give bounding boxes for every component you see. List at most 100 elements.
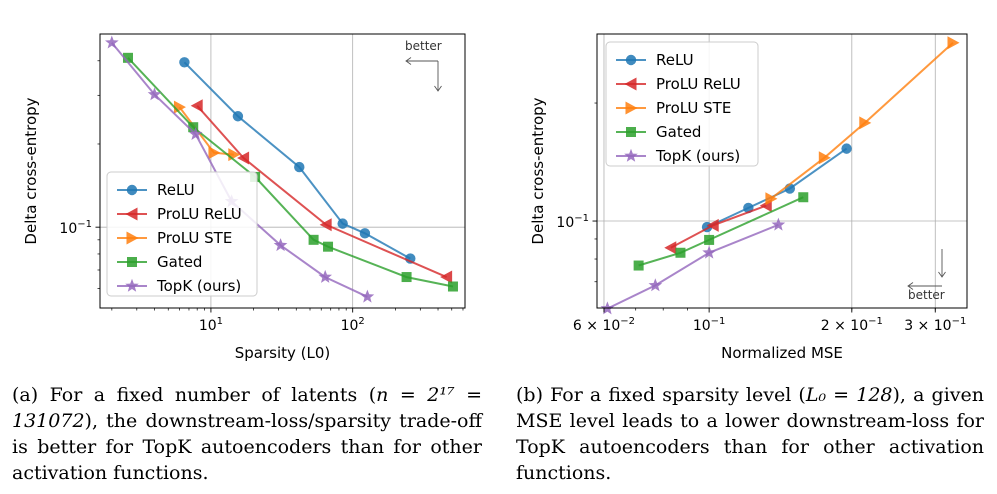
legend-label-relu: ReLU: [656, 51, 694, 69]
data-point-relu: [179, 57, 190, 68]
data-point-prolu_relu: [440, 270, 453, 284]
data-point-gated: [447, 281, 458, 292]
legend-label-topk: TopK (ours): [655, 147, 740, 165]
series-topk: [600, 217, 786, 315]
left-arrow-head-icon: [907, 282, 914, 290]
series-line-prolu_ste: [178, 106, 234, 156]
data-point-prolu_relu: [664, 241, 677, 255]
caption-b: (b) For a fixed sparsity level (L₀ = 128…: [516, 382, 984, 486]
legend-label-gated: Gated: [656, 123, 701, 141]
data-point-gated: [633, 260, 644, 271]
plot-frame: [99, 33, 466, 309]
x-tick-label: 3 × 10−1: [904, 316, 966, 334]
legend-marker-topk: [624, 148, 638, 162]
better-annotation: better: [907, 249, 946, 302]
data-point-prolu_ste: [208, 146, 221, 160]
data-point-gated: [675, 247, 686, 258]
legend-marker-relu: [625, 54, 637, 66]
legend: ReLU ProLU ReLU ProLU STE Gated TopK (ours): [605, 41, 759, 167]
better-label: better: [908, 288, 945, 302]
data-point-topk: [105, 35, 119, 49]
legend-marker-gated: [127, 257, 137, 267]
y-axis-label: Delta cross-entropy: [22, 97, 40, 244]
series-relu: [179, 57, 416, 264]
legend-marker-gated: [626, 127, 636, 137]
legend-marker-topk: [125, 278, 139, 292]
caption-a-suffix: ), the downstream-loss/sparsity trade-of…: [12, 410, 482, 484]
y-axis-label: Delta cross-entropy: [529, 97, 547, 244]
data-point-gated: [188, 122, 199, 133]
data-point-gated: [122, 52, 133, 63]
left-arrow-head-icon: [405, 57, 412, 65]
series-gated: [633, 192, 809, 271]
data-point-gated: [704, 234, 715, 245]
data-point-prolu_relu: [706, 218, 719, 232]
legend: ReLU ProLU ReLU ProLU STE Gated TopK (ours): [106, 171, 258, 297]
x-tick-label: 10−1: [693, 316, 726, 334]
data-point-gated: [798, 192, 809, 203]
legend-box: [605, 41, 759, 167]
chart-b: 6 × 10−2 10−1 2 × 10−1 3 × 10−1 10−1 Normaliz…: [529, 33, 968, 362]
series-line-prolu_relu: [196, 105, 447, 279]
down-arrow-head-icon: [434, 85, 442, 92]
x-tick-label: 102: [341, 316, 365, 334]
down-arrow-head-icon: [938, 271, 946, 278]
data-point-topk: [147, 87, 162, 101]
y-tick-label: 10−1: [59, 219, 92, 237]
legend-marker-prolu_relu: [125, 207, 138, 221]
legend-marker-prolu_ste: [126, 231, 139, 245]
legend-label-prolu_ste: ProLU STE: [157, 229, 232, 247]
data-point-relu: [841, 143, 852, 154]
data-point-gated: [401, 272, 412, 283]
data-point-relu: [294, 161, 305, 173]
data-point-gated: [323, 241, 334, 252]
plot-frame: [596, 33, 968, 309]
series-line-gated: [638, 196, 804, 267]
legend-marker-prolu_relu: [624, 77, 637, 91]
data-point-prolu_ste: [859, 116, 872, 130]
data-point-prolu_relu: [190, 99, 203, 113]
y-tick-label: 10−1: [556, 213, 589, 231]
data-point-topk: [273, 238, 288, 252]
data-point-relu: [359, 228, 371, 239]
data-point-topk: [360, 289, 375, 303]
series-line-prolu_ste: [770, 41, 954, 200]
data-point-gated: [308, 234, 319, 245]
data-point-prolu_ste: [947, 36, 960, 50]
better-annotation: better: [405, 39, 442, 92]
legend-label-topk: TopK (ours): [156, 277, 241, 295]
series-prolu_relu: [664, 199, 772, 255]
data-point-topk: [648, 278, 663, 292]
data-point-prolu_relu: [319, 218, 332, 232]
data-point-topk: [318, 269, 332, 283]
data-point-prolu_ste: [173, 100, 186, 114]
data-point-prolu_ste: [765, 192, 778, 206]
caption-a: (a) For a fixed number of latents (n = 2…: [12, 382, 482, 486]
data-point-topk: [188, 127, 203, 140]
legend-label-relu: ReLU: [157, 181, 195, 199]
legend-marker-relu: [126, 184, 138, 196]
chart-a: 101 102 10−1 Sparsity (L0) Delta cross-entro…: [22, 33, 466, 362]
data-point-topk: [702, 245, 716, 259]
series-prolu_ste: [765, 36, 960, 206]
legend-label-prolu_relu: ProLU ReLU: [656, 75, 741, 93]
caption-a-math: n = 2¹⁷ = 131072: [12, 384, 482, 432]
figure: 101 102 10−1 Sparsity (L0) Delta cross-entro…: [22, 33, 968, 362]
caption-b-prefix: (b) For a fixed sparsity level (: [516, 384, 806, 406]
legend-label-gated: Gated: [157, 253, 202, 271]
data-point-prolu_ste: [818, 151, 831, 165]
legend-label-prolu_relu: ProLU ReLU: [157, 205, 242, 223]
caption-a-prefix: (a) For a fixed number of latents (: [12, 384, 377, 406]
better-label: better: [405, 39, 442, 53]
x-tick-label: 6 × 10−2: [573, 316, 635, 334]
legend-label-prolu_ste: ProLU STE: [656, 99, 731, 117]
x-axis-label: Normalized MSE: [721, 344, 843, 362]
legend-box: [106, 171, 258, 297]
data-point-relu: [337, 218, 348, 229]
series-line-topk: [606, 223, 779, 310]
x-tick-label: 101: [199, 316, 223, 334]
x-axis-label: Sparsity (L0): [235, 344, 331, 362]
series-prolu_relu: [190, 99, 453, 284]
data-point-relu: [232, 111, 244, 122]
legend-marker-prolu_ste: [625, 101, 638, 115]
